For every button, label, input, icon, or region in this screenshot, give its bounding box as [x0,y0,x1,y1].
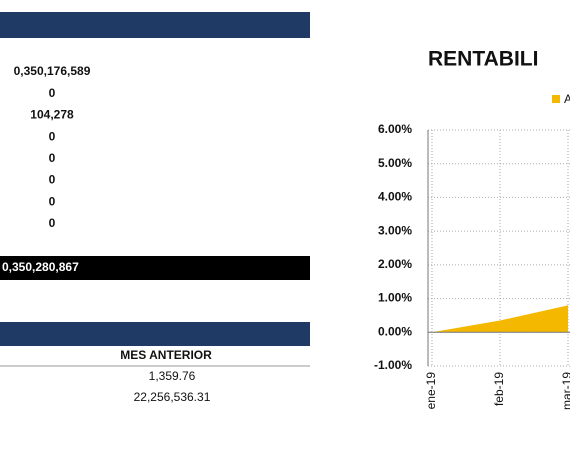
y-tick-label: 1.00% [378,291,412,305]
x-tick-label: ene-19 [424,372,438,410]
total-bar [0,256,310,280]
y-tick-label: 6.00% [378,122,412,136]
x-tick-label: mar-19 [560,372,570,410]
cell-value: 0 [49,86,56,100]
total-value: 0,350,280,867 [2,260,79,274]
legend-swatch [552,95,560,103]
y-tick-label: -1.00% [374,358,412,372]
header-bar [0,12,310,38]
cell-value: 0 [49,173,56,187]
y-tick-label: 3.00% [378,223,412,237]
column-header: MES ANTERIOR [120,348,212,362]
legend-label: A [564,92,570,106]
cell-value: 0 [49,129,56,143]
cell-value: 0 [49,151,56,165]
cell-value: 0,350,176,589 [14,64,91,78]
cell-value: 0 [49,216,56,230]
area [432,305,568,333]
cell-value: 0 [49,194,56,208]
y-tick-label: 2.00% [378,257,412,271]
cell-value: 22,256,536.31 [134,390,211,404]
header-bar [0,322,310,346]
cell-value: 104,278 [30,108,74,122]
y-tick-label: 5.00% [378,156,412,170]
cell-value: 1,359.76 [149,369,196,383]
chart-title: RENTABILI [428,48,538,71]
y-tick-label: 4.00% [378,190,412,204]
x-tick-label: feb-19 [492,372,506,406]
y-tick-label: 0.00% [378,324,412,338]
